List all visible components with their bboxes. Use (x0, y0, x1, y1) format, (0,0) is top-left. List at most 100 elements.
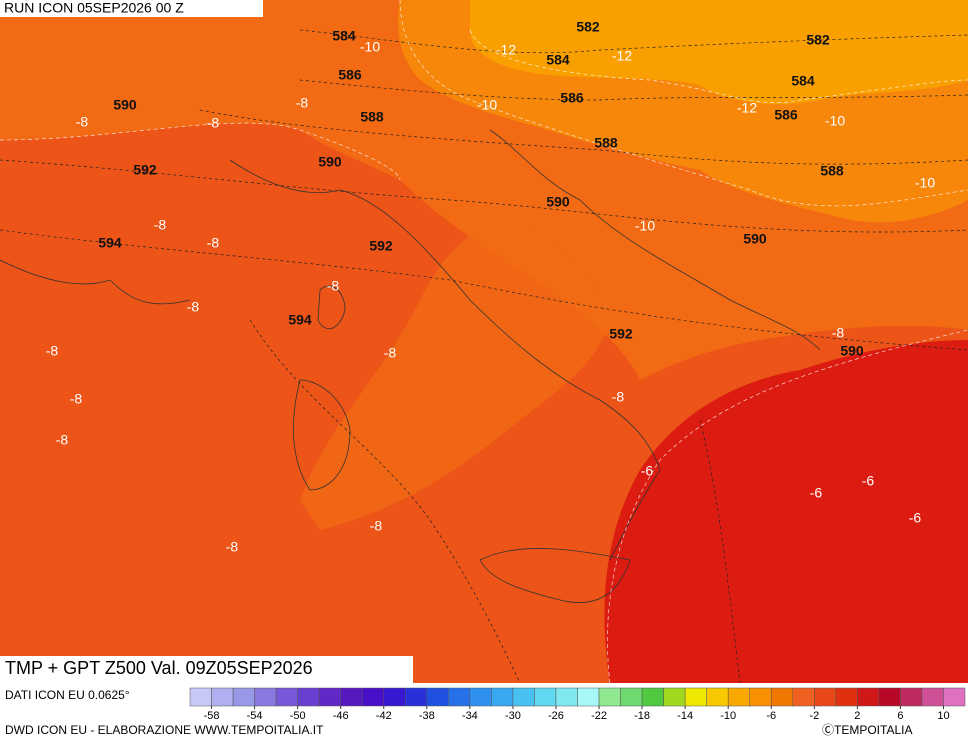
temperature-label: -8 (46, 343, 59, 359)
geopotential-label: 592 (133, 162, 157, 178)
geopotential-label: 588 (594, 135, 618, 151)
colorbar-tick-label: -54 (247, 710, 263, 722)
colorbar-swatch (318, 687, 341, 707)
temperature-label: -6 (810, 485, 823, 501)
colorbar-swatch (878, 687, 901, 707)
temperature-label: -8 (370, 518, 383, 534)
coastlines (0, 129, 821, 603)
temperature-label: -10 (635, 218, 655, 234)
colorbar-swatch (943, 687, 966, 707)
colorbar-tick-label: 2 (854, 710, 860, 722)
temperature-label: -12 (496, 42, 516, 58)
run-label: RUN ICON 05SEP2026 00 Z (4, 0, 184, 16)
temperature-label: -12 (737, 100, 757, 116)
colorbar-swatch (598, 687, 621, 707)
geopotential-label: 586 (774, 107, 798, 123)
geopotential-label: 590 (318, 154, 342, 170)
temperature-label: -8 (384, 345, 397, 361)
colorbar-swatch (900, 687, 923, 707)
colorbar-swatch (361, 687, 385, 707)
colorbar-tick-label: -10 (720, 710, 736, 722)
colorbar-swatch (448, 687, 471, 707)
run-box (0, 0, 263, 17)
temperature-label: -8 (154, 217, 167, 233)
hot-zone (604, 340, 968, 683)
temperature-label: -10 (360, 39, 380, 55)
colorbar-swatch (641, 687, 664, 707)
map-title: TMP + GPT Z500 Val. 09Z05SEP2026 (5, 658, 313, 678)
copyright-label: ⒸTEMPOITALIA (822, 723, 912, 737)
colorbar-swatch (405, 687, 428, 707)
temperature-label: -8 (76, 114, 89, 130)
colorbar-swatch (921, 687, 944, 707)
colorbar-tick-label: -34 (462, 710, 478, 722)
colorbar-swatch (211, 687, 234, 707)
geopotential-label: 590 (840, 343, 864, 359)
colorbar-swatch (340, 687, 363, 707)
temperature-label: -8 (207, 115, 220, 131)
temperature-label: -12 (612, 48, 632, 64)
colorbar-tick-label: -26 (548, 710, 564, 722)
colorbar-swatch (254, 687, 277, 707)
colorbar-swatch (275, 687, 298, 707)
colorbar-swatch (555, 687, 578, 707)
colorbar-swatch (232, 687, 255, 707)
temperature-label: -8 (612, 389, 625, 405)
temperature-label: -10 (915, 175, 935, 191)
colorbar-swatch (706, 687, 729, 707)
colorbar-tick-label: -14 (677, 710, 693, 722)
temperature-label: -6 (641, 463, 654, 479)
temperature-label: -6 (862, 473, 875, 489)
colorbar-tick-label: -2 (809, 710, 819, 722)
geopotential-label: 582 (806, 32, 830, 48)
colorbar-tick-label: -6 (766, 710, 776, 722)
geopotential-label: 590 (546, 194, 570, 210)
colorbar-swatch (534, 687, 557, 707)
geopotential-label: 584 (791, 73, 815, 89)
geopotential-label: 586 (560, 90, 584, 106)
temperature-label: -10 (825, 113, 845, 129)
geopotential-label: 594 (98, 235, 122, 251)
colorbar-swatch (835, 687, 858, 707)
temperature-label: -8 (187, 299, 200, 315)
temperature-label: -8 (226, 539, 239, 555)
geopotential-label: 590 (743, 231, 767, 247)
geopotential-label: 584 (546, 52, 570, 68)
colorbar-tick-label: -38 (419, 710, 435, 722)
colorbar-tick-label: -42 (376, 710, 392, 722)
geopotential-label: 586 (338, 67, 362, 83)
colorbar-swatch (663, 687, 686, 707)
colorbar-tick-label: -46 (333, 710, 349, 722)
colorbar-swatch (749, 687, 772, 707)
temperature-label: -8 (207, 235, 220, 251)
credit-label: DWD ICON EU - ELABORAZIONE WWW.TEMPOITAL… (5, 723, 324, 737)
colorbar-swatch (491, 687, 514, 707)
colorbar-swatch (771, 687, 794, 707)
yellow-zone (470, 0, 968, 105)
colorbar-tick-label: -22 (591, 710, 607, 722)
colorbar-swatch (814, 687, 837, 707)
isotherms (0, 0, 968, 684)
colorbar-swatch (577, 687, 600, 707)
colorbar-swatch (297, 687, 320, 707)
temperature-label: -8 (56, 432, 69, 448)
colorbar-swatch (469, 687, 492, 707)
geopotential-label: 584 (332, 28, 356, 44)
temperature-label: -8 (296, 95, 309, 111)
geopotential-label: 594 (288, 312, 312, 328)
geopotential-label: 588 (820, 163, 844, 179)
geopotential-label: 590 (113, 97, 137, 113)
colorbar-swatch (857, 687, 880, 707)
temperature-label: -8 (327, 278, 340, 294)
temperature-label: -10 (477, 97, 497, 113)
geopotential-label: 592 (609, 326, 633, 342)
colorbar-swatch (792, 687, 815, 707)
geopotential-label: 588 (360, 109, 384, 125)
colorbar-swatch (512, 687, 535, 707)
temperature-label: -8 (832, 325, 845, 341)
colorbar-tick-label: -30 (505, 710, 521, 722)
colorbar-swatch (684, 687, 707, 707)
